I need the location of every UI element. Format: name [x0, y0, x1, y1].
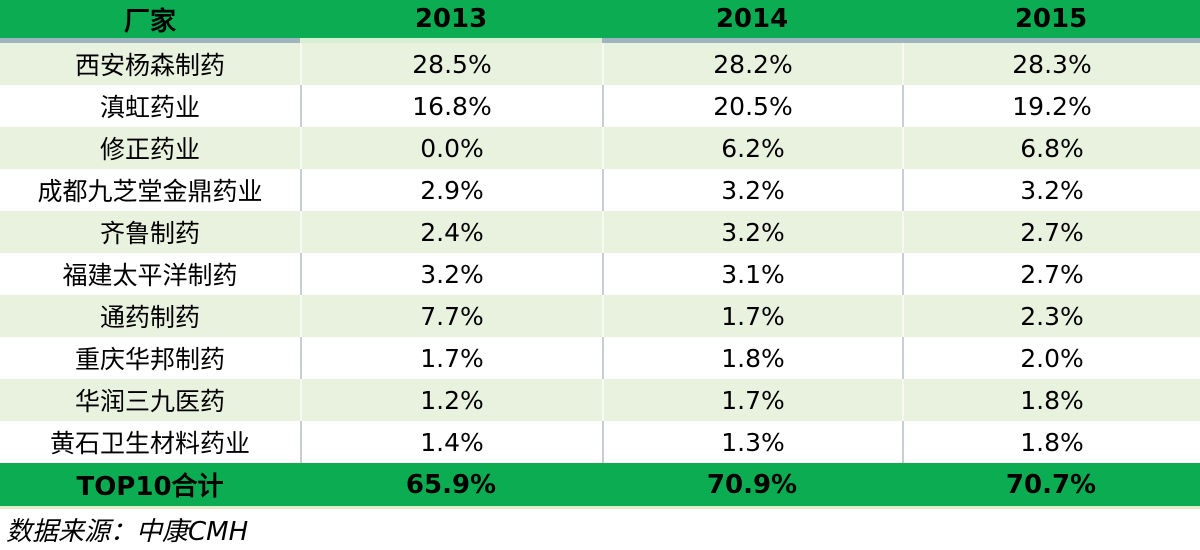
value-cell-2015: 3.2% — [902, 169, 1200, 211]
column-header-2014: 2014 — [715, 4, 789, 34]
table-row: 重庆华邦制药 1.7% 1.8% 2.0% — [0, 337, 1200, 379]
table-row: 华润三九医药 1.2% 1.7% 1.8% — [0, 379, 1200, 421]
value-cell-2015: 2.7% — [902, 211, 1200, 253]
manufacturer-cell: 黄石卫生材料药业 — [49, 429, 250, 458]
table-row: 齐鲁制药 2.4% 3.2% 2.7% — [0, 211, 1200, 253]
value-cell-2013: 7.7% — [300, 295, 602, 337]
table-total-row: TOP10合计 65.9% 70.9% 70.7% — [0, 463, 1200, 506]
value-cell-2013: 16.8% — [300, 85, 602, 127]
manufacturer-cell: 滇虹药业 — [99, 93, 200, 122]
value-cell-2013: 1.2% — [300, 379, 602, 421]
header-divider-line — [0, 38, 1200, 43]
value-cell-2014: 1.7% — [602, 295, 902, 337]
total-divider-line — [0, 506, 1200, 509]
manufacturer-cell: 西安杨森制药 — [74, 51, 225, 80]
value-cell-2015: 28.3% — [902, 43, 1200, 85]
value-cell-2014: 20.5% — [602, 85, 902, 127]
total-value-2014: 70.9% — [706, 469, 798, 500]
value-cell-2013: 28.5% — [300, 43, 602, 85]
value-cell-2015: 1.8% — [902, 379, 1200, 421]
value-cell-2013: 1.4% — [300, 421, 602, 463]
value-cell-2014: 3.2% — [602, 169, 902, 211]
value-cell-2015: 6.8% — [902, 127, 1200, 169]
value-cell-2015: 2.7% — [902, 253, 1200, 295]
table-header-row: 厂家 2013 2014 2015 — [0, 0, 1200, 38]
value-cell-2014: 6.2% — [602, 127, 902, 169]
value-cell-2013: 0.0% — [300, 127, 602, 169]
manufacturer-cell: 重庆华邦制药 — [74, 345, 225, 374]
value-cell-2014: 3.2% — [602, 211, 902, 253]
column-header-2013: 2013 — [414, 4, 488, 34]
value-cell-2013: 3.2% — [300, 253, 602, 295]
column-header-2015: 2015 — [1014, 4, 1088, 34]
value-cell-2015: 1.8% — [902, 421, 1200, 463]
value-cell-2013: 2.4% — [300, 211, 602, 253]
table-row: 滇虹药业 16.8% 20.5% 19.2% — [0, 85, 1200, 127]
table-row: 成都九芝堂金鼎药业 2.9% 3.2% 3.2% — [0, 169, 1200, 211]
table-row: 西安杨森制药 28.5% 28.2% 28.3% — [0, 43, 1200, 85]
value-cell-2014: 28.2% — [602, 43, 902, 85]
total-label: TOP10合计 — [76, 472, 224, 502]
data-source-note: 数据来源：中康CMH — [6, 517, 249, 547]
total-value-2015: 70.7% — [1005, 469, 1097, 500]
value-cell-2015: 2.0% — [902, 337, 1200, 379]
manufacturer-cell: 成都九芝堂金鼎药业 — [37, 177, 263, 206]
table-row: 福建太平洋制药 3.2% 3.1% 2.7% — [0, 253, 1200, 295]
value-cell-2014: 1.8% — [602, 337, 902, 379]
total-value-2013: 65.9% — [405, 469, 497, 500]
column-header-manufacturer: 厂家 — [123, 6, 176, 37]
value-cell-2013: 2.9% — [300, 169, 602, 211]
table-row: 修正药业 0.0% 6.2% 6.8% — [0, 127, 1200, 169]
value-cell-2014: 1.7% — [602, 379, 902, 421]
value-cell-2015: 19.2% — [902, 85, 1200, 127]
manufacturer-cell: 通药制药 — [99, 303, 200, 332]
value-cell-2013: 1.7% — [300, 337, 602, 379]
table-row: 黄石卫生材料药业 1.4% 1.3% 1.8% — [0, 421, 1200, 463]
value-cell-2014: 3.1% — [602, 253, 902, 295]
manufacturer-cell: 华润三九医药 — [74, 387, 225, 416]
table-row: 通药制药 7.7% 1.7% 2.3% — [0, 295, 1200, 337]
table-body: 西安杨森制药 28.5% 28.2% 28.3% 滇虹药业 16.8% 20.5… — [0, 43, 1200, 463]
value-cell-2015: 2.3% — [902, 295, 1200, 337]
value-cell-2014: 1.3% — [602, 421, 902, 463]
manufacturer-cell: 齐鲁制药 — [99, 219, 200, 248]
manufacturer-cell: 修正药业 — [99, 135, 200, 164]
manufacturer-cell: 福建太平洋制药 — [62, 261, 238, 290]
